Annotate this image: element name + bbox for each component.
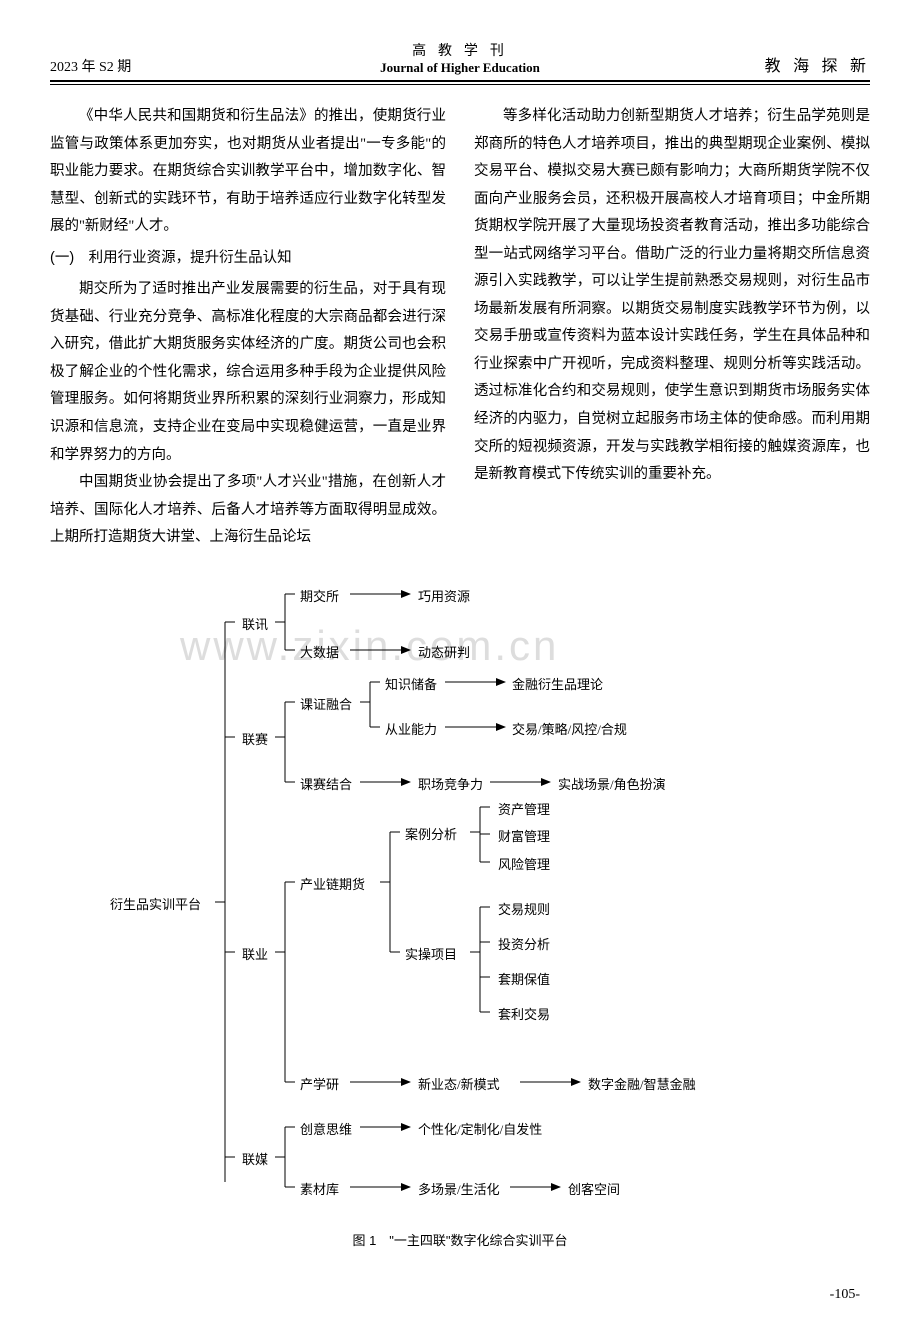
node-b3c1s2: 实操项目 [405, 944, 457, 963]
node-b3c1s1: 案例分析 [405, 824, 457, 843]
node-b2: 联赛 [242, 729, 268, 748]
node-b3: 联业 [242, 944, 268, 963]
figure-1: www.zixin.com.cn [50, 582, 870, 1262]
journal-title-cn: 高 教 学 刊 [170, 40, 750, 60]
node-b1c2-to: 动态研判 [418, 642, 470, 661]
node-b4c2-mid: 多场景/生活化 [418, 1179, 500, 1198]
paragraph: 等多样化活动助力创新型期货人才培养；衍生品学苑则是郑商所的特色人才培养项目，推出… [474, 103, 870, 489]
page-header: 2023 年 S2 期 高 教 学 刊 Journal of Higher Ed… [50, 40, 870, 76]
leaf: 套期保值 [498, 969, 550, 988]
node-b3c2-to: 数字金融/智慧金融 [588, 1074, 696, 1093]
paragraph: 期交所为了适时推出产业发展需要的衍生品，对于具有现货基础、行业充分竞争、高标准化… [50, 276, 446, 469]
leaf: 交易规则 [498, 899, 550, 918]
figure-caption: 图 1 "一主四联"数字化综合实训平台 [50, 1230, 870, 1249]
node-b1: 联讯 [242, 614, 268, 633]
node-b4c1-to: 个性化/定制化/自发性 [418, 1119, 542, 1138]
node-b2c2: 课赛结合 [300, 774, 352, 793]
rule-thick [50, 80, 870, 82]
leaf: 财富管理 [498, 826, 550, 845]
body-columns: 《中华人民共和国期货和衍生品法》的推出，使期货行业监管与政策体系更加夯实，也对期… [50, 103, 870, 552]
issue-label: 2023 年 S2 期 [50, 56, 170, 76]
journal-title-block: 高 教 学 刊 Journal of Higher Education [170, 40, 750, 76]
node-b2c1s2: 从业能力 [385, 719, 437, 738]
page-number: -105- [50, 1287, 870, 1303]
node-b2c1: 课证融合 [300, 694, 352, 713]
node-b3c1: 产业链期货 [300, 874, 365, 893]
node-b4: 联媒 [242, 1149, 268, 1168]
node-b1c1: 期交所 [300, 586, 339, 605]
node-b1c2: 大数据 [300, 642, 339, 661]
node-b2c1s1: 知识储备 [385, 674, 437, 693]
node-b2c2-mid: 职场竞争力 [418, 774, 483, 793]
leaf: 套利交易 [498, 1004, 550, 1023]
rule-thin [50, 84, 870, 85]
node-b1c1-to: 巧用资源 [418, 586, 470, 605]
section-label: 教 海 探 新 [750, 52, 870, 76]
node-b4c2-to: 创客空间 [568, 1179, 620, 1198]
page: 2023 年 S2 期 高 教 学 刊 Journal of Higher Ed… [0, 0, 920, 1333]
node-b3c2: 产学研 [300, 1074, 339, 1093]
subsection-heading: (一) 利用行业资源，提升衍生品认知 [50, 245, 446, 273]
node-root: 衍生品实训平台 [110, 894, 201, 913]
node-b2c1s2-to: 交易/策略/风控/合规 [512, 719, 627, 738]
leaf: 风险管理 [498, 854, 550, 873]
node-b2c1s1-to: 金融衍生品理论 [512, 674, 603, 693]
paragraph: 《中华人民共和国期货和衍生品法》的推出，使期货行业监管与政策体系更加夯实，也对期… [50, 103, 446, 241]
tree-diagram: www.zixin.com.cn [50, 582, 870, 1222]
leaf: 资产管理 [498, 799, 550, 818]
node-b2c2-to: 实战场景/角色扮演 [558, 774, 666, 793]
journal-title-en: Journal of Higher Education [170, 60, 750, 76]
node-b4c1: 创意思维 [300, 1119, 352, 1138]
node-b4c2: 素材库 [300, 1179, 339, 1198]
column-right: 等多样化活动助力创新型期货人才培养；衍生品学苑则是郑商所的特色人才培养项目，推出… [474, 103, 870, 552]
node-b3c2-mid: 新业态/新模式 [418, 1074, 500, 1093]
paragraph: 中国期货业协会提出了多项"人才兴业"措施，在创新人才培养、国际化人才培养、后备人… [50, 469, 446, 552]
column-left: 《中华人民共和国期货和衍生品法》的推出，使期货行业监管与政策体系更加夯实，也对期… [50, 103, 446, 552]
leaf: 投资分析 [498, 934, 550, 953]
